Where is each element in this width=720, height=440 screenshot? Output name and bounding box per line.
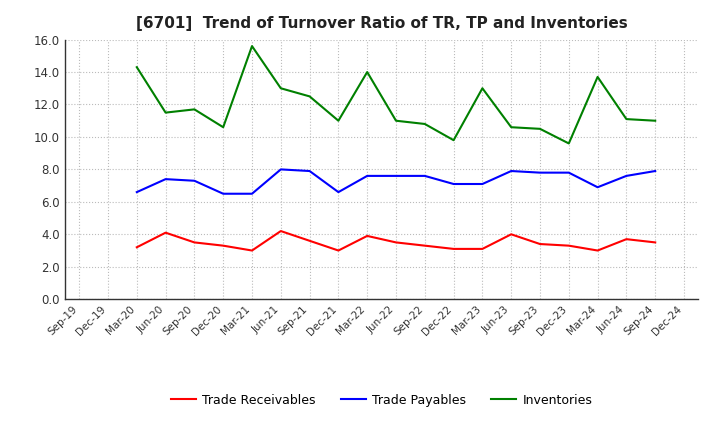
Inventories	[190, 107, 199, 112]
Trade Payables	[248, 191, 256, 196]
Inventories	[507, 125, 516, 130]
Trade Receivables	[363, 233, 372, 238]
Trade Receivables	[276, 228, 285, 234]
Inventories	[219, 125, 228, 130]
Trade Receivables	[248, 248, 256, 253]
Inventories	[593, 74, 602, 80]
Inventories	[132, 65, 141, 70]
Inventories	[449, 138, 458, 143]
Trade Payables	[478, 181, 487, 187]
Inventories	[334, 118, 343, 123]
Trade Payables	[132, 190, 141, 195]
Trade Payables	[161, 176, 170, 182]
Trade Payables	[651, 169, 660, 174]
Inventories	[478, 86, 487, 91]
Inventories	[420, 121, 429, 127]
Inventories	[363, 70, 372, 75]
Trade Payables	[392, 173, 400, 179]
Line: Trade Receivables: Trade Receivables	[137, 231, 655, 250]
Trade Receivables	[536, 242, 544, 247]
Inventories	[651, 118, 660, 123]
Trade Receivables	[564, 243, 573, 248]
Line: Inventories: Inventories	[137, 46, 655, 143]
Trade Payables	[507, 169, 516, 174]
Trade Payables	[190, 178, 199, 183]
Title: [6701]  Trend of Turnover Ratio of TR, TP and Inventories: [6701] Trend of Turnover Ratio of TR, TP…	[136, 16, 627, 32]
Trade Receivables	[420, 243, 429, 248]
Legend: Trade Receivables, Trade Payables, Inventories: Trade Receivables, Trade Payables, Inven…	[166, 389, 597, 411]
Inventories	[564, 141, 573, 146]
Trade Receivables	[593, 248, 602, 253]
Inventories	[276, 86, 285, 91]
Trade Receivables	[190, 240, 199, 245]
Trade Receivables	[161, 230, 170, 235]
Trade Receivables	[305, 238, 314, 243]
Inventories	[161, 110, 170, 115]
Trade Receivables	[449, 246, 458, 252]
Trade Receivables	[651, 240, 660, 245]
Trade Receivables	[622, 237, 631, 242]
Trade Payables	[564, 170, 573, 175]
Trade Payables	[305, 169, 314, 174]
Trade Payables	[622, 173, 631, 179]
Inventories	[536, 126, 544, 132]
Trade Receivables	[507, 231, 516, 237]
Trade Receivables	[392, 240, 400, 245]
Trade Receivables	[219, 243, 228, 248]
Trade Receivables	[132, 245, 141, 250]
Trade Receivables	[334, 248, 343, 253]
Trade Payables	[334, 190, 343, 195]
Inventories	[305, 94, 314, 99]
Line: Trade Payables: Trade Payables	[137, 169, 655, 194]
Trade Payables	[420, 173, 429, 179]
Trade Payables	[593, 185, 602, 190]
Trade Payables	[449, 181, 458, 187]
Inventories	[622, 117, 631, 122]
Trade Payables	[276, 167, 285, 172]
Trade Payables	[219, 191, 228, 196]
Inventories	[392, 118, 400, 123]
Trade Payables	[363, 173, 372, 179]
Inventories	[248, 44, 256, 49]
Trade Receivables	[478, 246, 487, 252]
Trade Payables	[536, 170, 544, 175]
